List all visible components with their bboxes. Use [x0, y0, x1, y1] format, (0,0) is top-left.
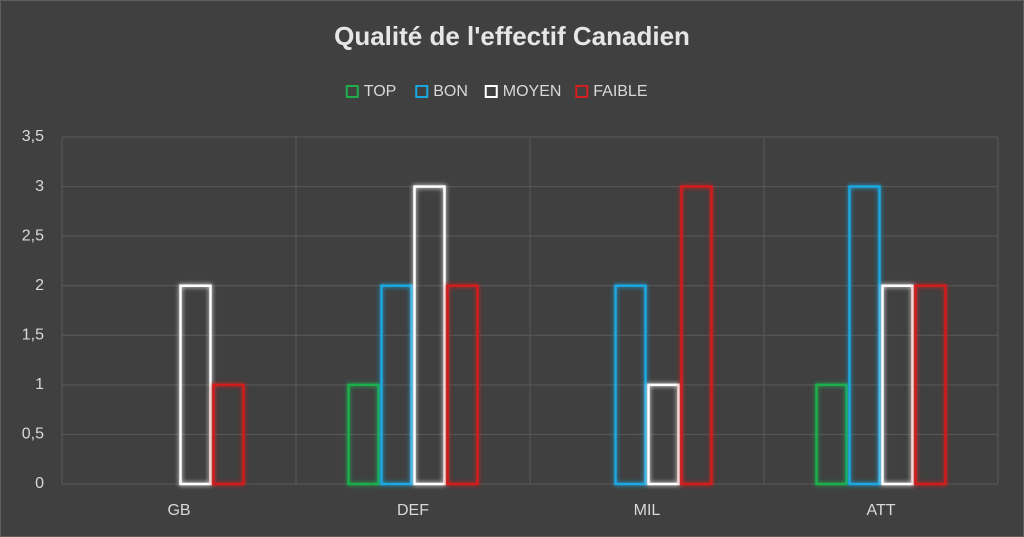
legend-swatch	[575, 85, 589, 98]
legend-label: MOYEN	[503, 83, 562, 100]
x-tick-label: ATT	[866, 502, 895, 519]
bar	[380, 284, 413, 486]
y-tick-label: 2,5	[22, 227, 44, 244]
y-tick-label: 3,5	[22, 128, 44, 145]
x-tick-label: DEF	[397, 502, 429, 519]
y-tick-label: 1	[35, 376, 44, 393]
bar	[914, 284, 947, 486]
bar	[881, 284, 914, 486]
y-tick-label: 1,5	[22, 327, 44, 344]
legend-swatch	[415, 85, 429, 98]
x-tick-label: GB	[167, 502, 190, 519]
bar	[446, 284, 479, 486]
legend-label: TOP	[364, 83, 397, 100]
y-tick-label: 0,5	[22, 426, 44, 443]
bar	[179, 284, 212, 486]
bar	[848, 185, 881, 486]
y-tick-label: 2	[35, 277, 44, 294]
y-tick-label: 3	[35, 178, 44, 195]
legend-swatch	[484, 85, 498, 98]
chart-title: Qualité de l'effectif Canadien	[334, 21, 690, 51]
legend-label: FAIBLE	[593, 83, 647, 100]
legend-label: BON	[433, 83, 468, 100]
bar	[815, 383, 848, 486]
bar	[212, 383, 245, 486]
bar	[680, 185, 713, 486]
bar	[413, 185, 446, 486]
bar	[347, 383, 380, 486]
legend-swatch	[345, 85, 359, 98]
bar	[647, 383, 680, 486]
x-tick-label: MIL	[634, 502, 661, 519]
bar	[614, 284, 647, 486]
y-tick-label: 0	[35, 475, 44, 492]
